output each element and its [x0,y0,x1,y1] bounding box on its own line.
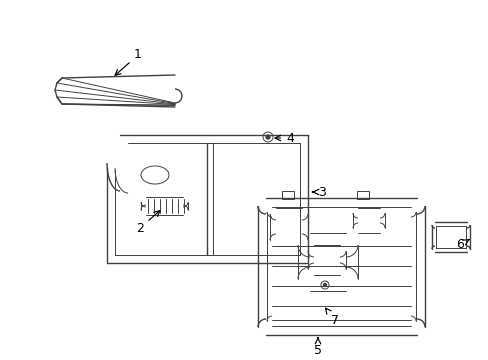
Circle shape [265,135,269,139]
Circle shape [323,284,326,287]
Bar [282,191,293,199]
Text: 7: 7 [325,308,338,327]
Text: 5: 5 [313,338,321,356]
Text: 6: 6 [455,238,468,252]
Text: 3: 3 [312,185,325,198]
Text: 1: 1 [115,49,142,75]
Text: 2: 2 [136,211,160,234]
Bar [356,191,368,199]
Text: 4: 4 [275,131,293,144]
